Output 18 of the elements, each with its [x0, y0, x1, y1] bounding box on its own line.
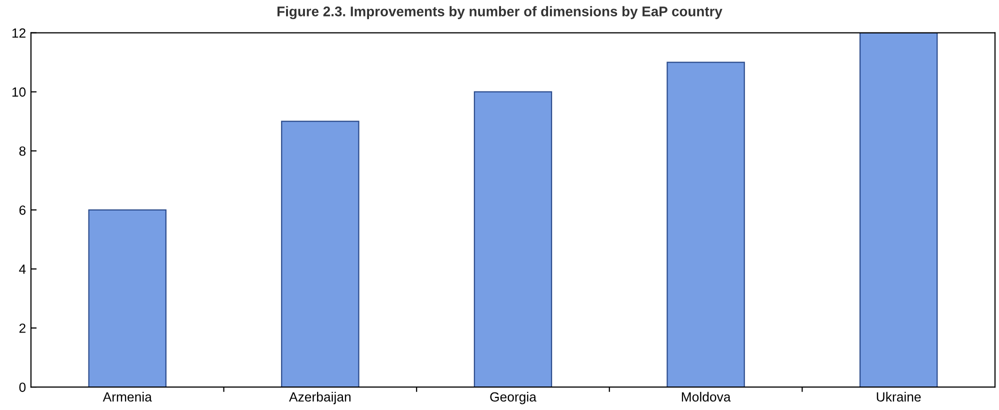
y-tick-label: 12: [12, 28, 26, 38]
x-tick-label: Armenia: [102, 392, 152, 402]
y-tick-label: 0: [19, 382, 26, 392]
y-tick-label: 8: [19, 146, 26, 156]
y-tick-label: 10: [12, 87, 26, 97]
y-tick-label: 2: [19, 324, 26, 333]
bar: [859, 32, 938, 388]
bar: [88, 209, 166, 388]
x-tick-label: Ukraine: [876, 392, 921, 402]
x-tick-label: Azerbaijan: [289, 392, 350, 404]
bar: [281, 120, 360, 388]
x-tick-label: Georgia: [490, 392, 536, 404]
bar: [666, 62, 745, 388]
bar: [474, 91, 552, 388]
y-tick-label: 6: [19, 205, 26, 215]
chart-title: Figure 2.3. Improvements by number of dimensions by EaP country: [278, 6, 722, 20]
y-tick-label: 4: [19, 264, 26, 274]
x-tick-label: Moldova: [682, 392, 731, 402]
